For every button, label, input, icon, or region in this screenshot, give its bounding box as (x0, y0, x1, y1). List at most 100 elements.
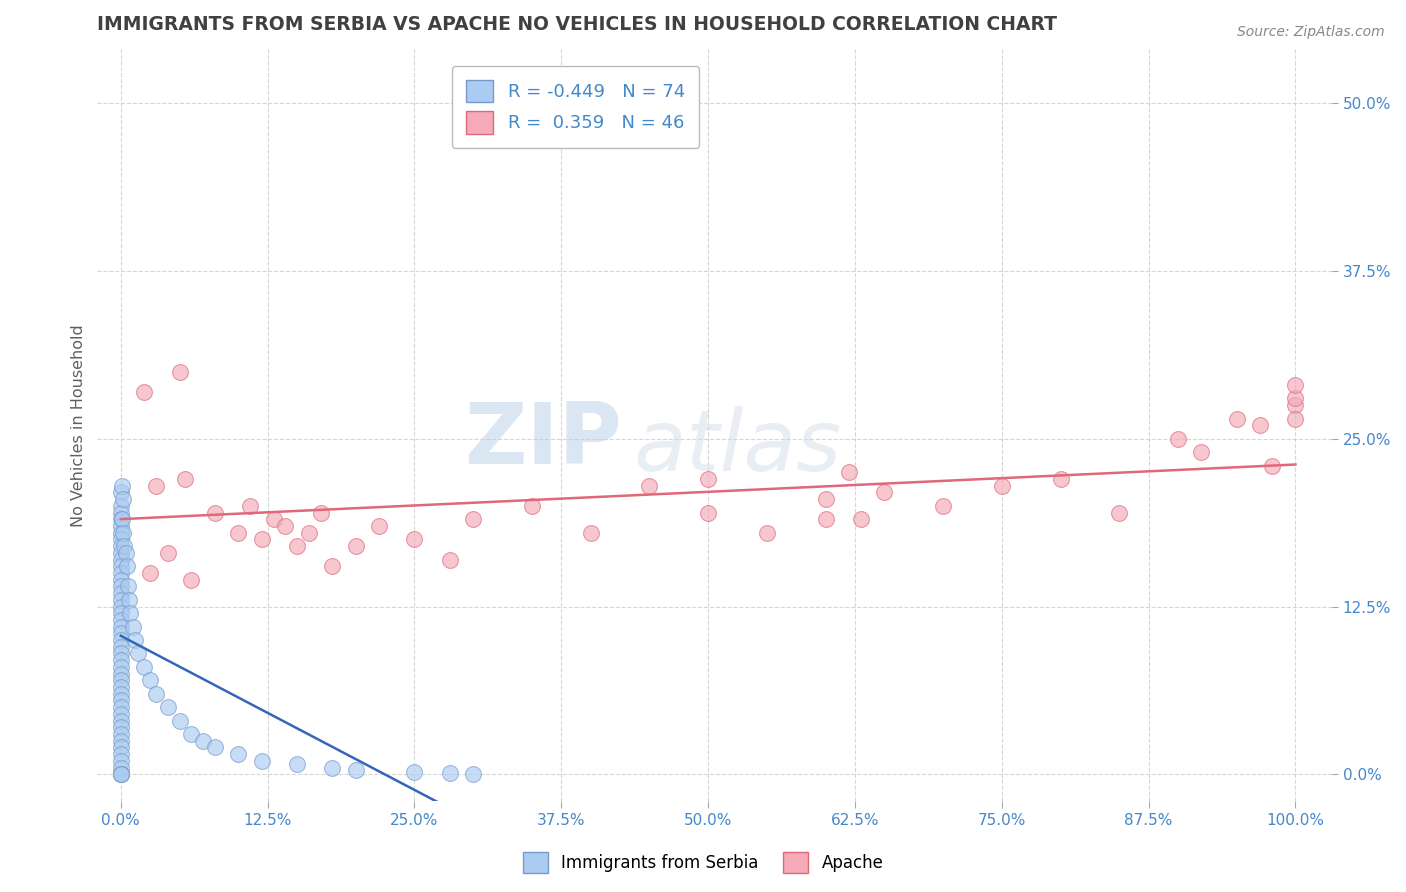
Point (110, 633, 132, 648)
Point (697, 472, 720, 486)
Point (112, 492, 135, 507)
Point (191, 733, 214, 747)
Point (1108, 506, 1130, 520)
Point (156, 546, 179, 560)
Point (110, 653, 132, 667)
Point (344, 764, 367, 778)
Point (112, 525, 135, 540)
Point (110, 740, 132, 755)
Text: atlas: atlas (634, 407, 842, 490)
Point (226, 525, 249, 540)
Point (169, 714, 191, 728)
Point (110, 566, 132, 580)
Point (932, 499, 955, 513)
Point (991, 478, 1014, 492)
Point (110, 747, 132, 761)
Point (298, 525, 321, 540)
Point (110, 626, 132, 640)
Point (110, 539, 132, 553)
Point (118, 592, 141, 607)
Point (110, 754, 132, 768)
Point (110, 720, 132, 734)
Point (110, 706, 132, 721)
Point (204, 506, 226, 520)
Point (180, 727, 202, 741)
Point (134, 660, 156, 674)
Point (111, 478, 134, 492)
Point (1167, 432, 1189, 446)
Point (110, 592, 132, 607)
Point (204, 740, 226, 755)
Point (110, 512, 132, 526)
Point (321, 559, 343, 574)
Point (110, 620, 132, 634)
Point (463, 512, 485, 526)
Point (250, 754, 273, 768)
Point (814, 512, 837, 526)
Point (404, 764, 426, 779)
Point (110, 647, 132, 661)
Point (638, 478, 661, 492)
Point (121, 620, 143, 634)
Point (439, 766, 461, 780)
Point (110, 599, 132, 614)
Point (1226, 411, 1249, 425)
Point (139, 673, 162, 688)
Point (274, 519, 297, 533)
Point (114, 546, 136, 560)
Y-axis label: No Vehicles in Household: No Vehicles in Household (72, 324, 86, 526)
Point (180, 573, 202, 587)
Point (110, 533, 132, 547)
Point (226, 747, 249, 761)
Point (110, 546, 132, 560)
Legend: R = -0.449   N = 74, R =  0.359   N = 46: R = -0.449 N = 74, R = 0.359 N = 46 (451, 66, 699, 148)
Point (156, 700, 179, 714)
Point (145, 687, 167, 701)
Point (134, 384, 156, 399)
Legend: Immigrants from Serbia, Apache: Immigrants from Serbia, Apache (516, 846, 890, 880)
Point (110, 613, 132, 627)
Text: IMMIGRANTS FROM SERBIA VS APACHE NO VEHICLES IN HOUSEHOLD CORRELATION CHART: IMMIGRANTS FROM SERBIA VS APACHE NO VEHI… (97, 15, 1057, 34)
Text: Source: ZipAtlas.com: Source: ZipAtlas.com (1237, 25, 1385, 39)
Point (110, 573, 132, 587)
Point (110, 767, 132, 781)
Point (110, 525, 132, 540)
Point (110, 767, 132, 781)
Point (145, 478, 167, 492)
Point (124, 633, 146, 648)
Point (127, 647, 149, 661)
Point (110, 727, 132, 741)
Point (110, 733, 132, 747)
Point (110, 666, 132, 681)
Point (1049, 472, 1071, 486)
Point (110, 767, 132, 781)
Point (110, 499, 132, 513)
Point (110, 559, 132, 574)
Point (117, 579, 139, 593)
Point (285, 539, 308, 553)
Text: ZIP: ZIP (464, 399, 621, 482)
Point (463, 767, 485, 781)
Point (120, 606, 142, 620)
Point (321, 761, 343, 775)
Point (110, 506, 132, 520)
Point (404, 533, 426, 547)
Point (110, 485, 132, 500)
Point (285, 756, 308, 771)
Point (520, 499, 543, 513)
Point (263, 512, 285, 526)
Point (111, 512, 134, 526)
Point (110, 761, 132, 775)
Point (344, 539, 367, 553)
Point (110, 660, 132, 674)
Point (110, 579, 132, 593)
Point (1284, 378, 1306, 392)
Point (873, 485, 896, 500)
Point (239, 499, 262, 513)
Point (110, 673, 132, 688)
Point (439, 552, 461, 566)
Point (110, 687, 132, 701)
Point (139, 566, 162, 580)
Point (110, 640, 132, 654)
Point (309, 506, 332, 520)
